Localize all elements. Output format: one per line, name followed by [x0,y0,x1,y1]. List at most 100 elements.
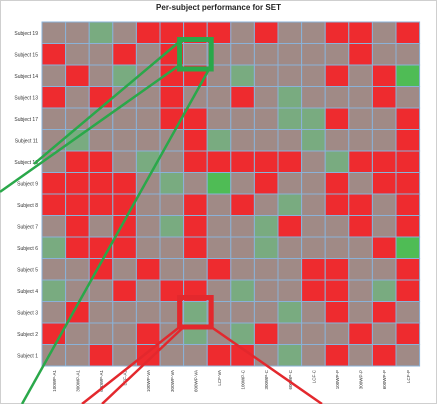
heatmap-cell [41,301,67,324]
heatmap-cell [183,215,208,238]
heatmap-cell [65,172,90,195]
heatmap-cell [395,172,421,195]
heatmap-cell [324,301,350,324]
heatmap-cell [41,21,67,44]
heatmap-cell [206,236,232,259]
heatmap-cell [371,64,397,87]
heatmap-cell [371,301,397,324]
y-tick-label: Subject 6 [17,246,38,252]
heatmap-cell [253,344,279,367]
heatmap-cell [159,150,185,173]
zoom-guide-line [101,326,185,404]
heatmap-cell [371,258,397,281]
heatmap-cell [253,64,279,87]
heatmap-cell [371,43,397,66]
heatmap-cell [277,64,303,87]
heatmap-cell [277,279,303,302]
heatmap-cell [183,258,208,281]
heatmap-cell [112,279,137,302]
heatmap-cell [135,107,161,130]
heatmap-cell [183,86,208,109]
heatmap-cell [41,86,67,109]
heatmap-cell [135,215,161,238]
heatmap-cell [135,236,161,259]
heatmap-cell [371,21,397,44]
heatmap-cell [65,236,90,259]
heatmap-cell [112,258,137,281]
heatmap-cell [41,64,67,87]
heatmap-cell [88,172,114,195]
heatmap-cell [395,43,421,66]
x-tick-label: 600WP-A1 [99,370,104,392]
heatmap-cell [348,150,373,173]
heatmap-cell [65,21,90,44]
x-tick-label: LCF-C [311,369,316,383]
heatmap-cell [395,107,421,130]
heatmap-cell [324,258,350,281]
heatmap-cell [301,43,326,66]
x-tick-label: 600WP-VA [193,370,198,392]
heatmap-cell [230,43,255,66]
heatmap-cell [159,172,185,195]
heatmap-cell [183,193,208,216]
heatmap-cell [183,301,208,324]
heatmap-cell [88,322,114,345]
heatmap-cell [65,43,90,66]
heatmap-cell [206,172,232,195]
heatmap-cell [230,322,255,345]
heatmap-cell [371,215,397,238]
heatmap-cell [135,344,161,367]
heatmap-cell [206,86,232,109]
heatmap-cell [159,129,185,152]
heatmap-cell [253,279,279,302]
heatmap-cell [206,129,232,152]
heatmap-cell [41,193,67,216]
heatmap-cell [301,322,326,345]
heatmap-cell [395,86,421,109]
heatmap-cell [183,107,208,130]
zoom-guide-line [0,63,181,193]
heatmap-cell [253,258,279,281]
heatmap-cell [395,322,421,345]
heatmap-cell [230,86,255,109]
heatmap-cell [135,279,161,302]
heatmap-cell [183,172,208,195]
heatmap-cell [301,64,326,87]
heatmap-cell [253,301,279,324]
x-tick-label: LCF-A1 [123,370,128,386]
heatmap-cell [277,215,303,238]
heatmap-cell [301,150,326,173]
heatmap-cell [348,279,373,302]
heatmap-cell [371,236,397,259]
heatmap-cell [348,43,373,66]
heatmap-cell [301,236,326,259]
heatmap-cell [395,129,421,152]
heatmap-cell [395,279,421,302]
heatmap-cell [348,236,373,259]
y-tick-label: Subject 10 [14,160,38,166]
heatmap-cell [135,301,161,324]
heatmap-cell [277,193,303,216]
heatmap-cell [348,344,373,367]
heatmap-cell [112,129,137,152]
heatmap-cell [230,129,255,152]
heatmap-cell [159,344,185,367]
heatmap-cell [230,150,255,173]
heatmap-cell [230,107,255,130]
y-tick-label: Subject 8 [17,203,38,209]
heatmap-cell [230,258,255,281]
heatmap-cell [301,193,326,216]
heatmap-cell [277,344,303,367]
heatmap-cell [395,301,421,324]
zoom-guide-line [20,68,211,404]
heatmap-cell [112,107,137,130]
heatmap-cell [301,215,326,238]
zoom-guide-line [33,40,181,165]
highlight-box-red [177,295,214,330]
heatmap-cell [65,344,90,367]
y-tick-label: Subject 1 [17,353,38,359]
heatmap-cell [301,258,326,281]
heatmap-cell [348,215,373,238]
heatmap-cell [301,172,326,195]
